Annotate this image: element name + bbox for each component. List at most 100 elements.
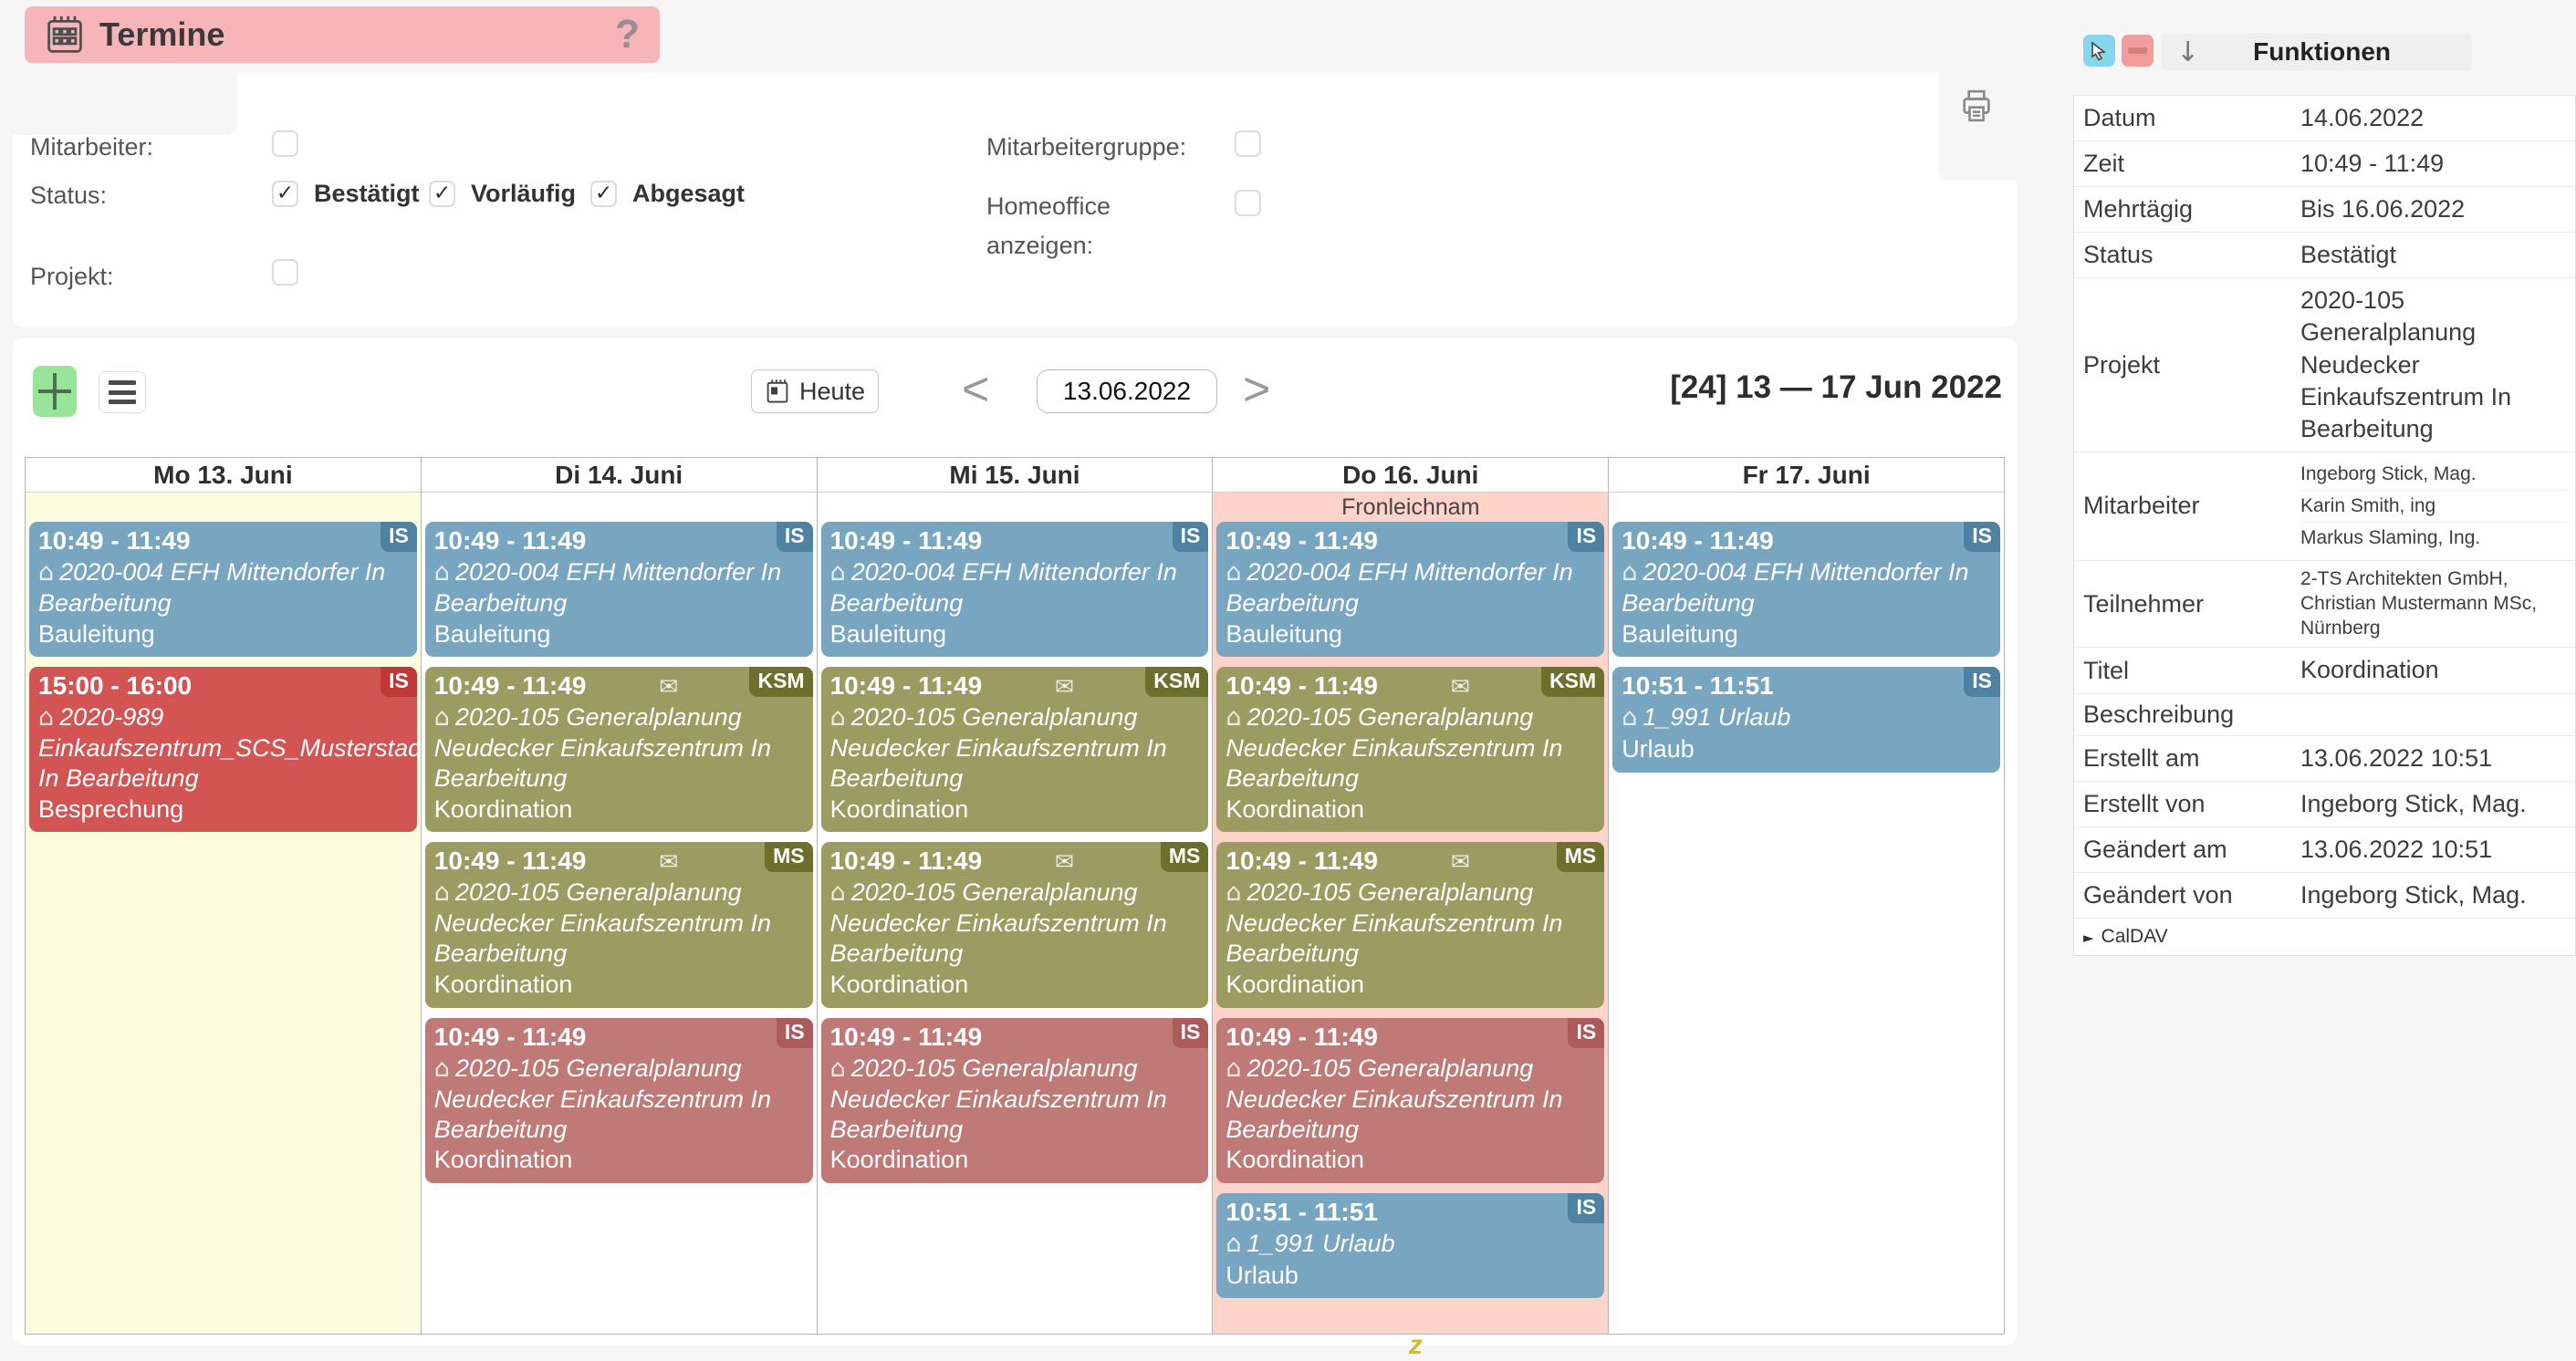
house-icon: ⌂	[433, 558, 450, 587]
envelope-icon: ✉	[659, 848, 679, 876]
event-card[interactable]: IS 10:51 - 11:51✉ ⌂1_991 Urlaub Urlaub	[1216, 1192, 1605, 1299]
event-badge: IS	[1964, 522, 2000, 552]
event-card[interactable]: KSM 10:49 - 11:49 ✉ ⌂ 2020-105 Generalplan…	[424, 667, 813, 833]
event-card[interactable]: KSM 10:49 - 11:49 ✉ ⌂ 2020-105 Generalplan…	[1216, 667, 1605, 833]
day-header-mi[interactable]: Mi 15. Juni	[817, 458, 1213, 493]
event-activity: Urlaub	[1622, 735, 1695, 764]
day-body-mo[interactable]: IS 10:49 - 11:49✉ ⌂2020-004 EFH Mittendo…	[26, 493, 421, 1334]
event-time: 10:49 - 11:49✉	[433, 847, 679, 876]
event-card[interactable]: IS 10:49 - 11:49✉ ⌂2020-004 EFH Mittendo…	[1216, 522, 1605, 658]
event-card[interactable]: IS 10:49 - 11:49✉ ⌂2020-004 EFH Mittendo…	[820, 522, 1209, 658]
next-week-chevron[interactable]: >	[1243, 363, 1271, 416]
event-project: ⌂ 1_991 Urlaub	[1622, 703, 1791, 732]
day-body-di[interactable]: IS 10:49 - 11:49✉ ⌂2020-004 EFH Mittendo…	[421, 493, 817, 1334]
expand-triangle-icon: ►	[2083, 929, 2094, 946]
homeoffice-filter-label-1: Homeoffice	[986, 192, 1111, 220]
event-time: 10:49 - 11:49✉	[1225, 847, 1470, 876]
event-card[interactable]: IS 10:49 - 11:49✉ ⌂2020-004 EFH Mittendo…	[424, 522, 813, 658]
event-project: ⌂ 2020-105 Generalplanung Neudecker Einka…	[1225, 878, 1563, 968]
calendar-panel: Heute < > [24] 13 — 17 Jun 2022 Mo 13. J…	[13, 338, 2017, 1345]
print-icon[interactable]	[1958, 88, 1995, 124]
house-icon: ⌂	[829, 1054, 846, 1083]
event-card[interactable]: IS 10:49 - 11:49✉ ⌂2020-105 Generalplanu…	[820, 1017, 1209, 1183]
caldav-expander[interactable]: ► CalDAV	[2083, 925, 2168, 947]
header-notch	[13, 73, 237, 135]
cursor-icon	[2091, 40, 2106, 61]
detail-row-mehrtaegig: Mehrtägig Bis 16.06.2022	[2074, 187, 2575, 234]
event-card[interactable]: MS 10:49 - 11:49 ✉ ⌂ 2020-105 Generalplanu…	[820, 842, 1209, 1008]
functions-button[interactable]: ↓ Funktionen	[2162, 33, 2472, 71]
status-vorlaeufig-checkbox[interactable]: ✓	[429, 181, 455, 207]
house-icon: ⌂	[433, 703, 450, 732]
house-icon: ⌂	[1225, 703, 1242, 732]
envelope-icon: ✉	[1055, 673, 1075, 701]
event-activity: Koordination	[1225, 1146, 1365, 1174]
mitarbeitergruppe-checkbox[interactable]	[1235, 130, 1261, 157]
day-header-do[interactable]: Do 16. Juni	[1213, 458, 1609, 493]
event-card[interactable]: IS 15:00 - 16:00✉ ⌂2020-989 Einkaufszent…	[29, 667, 421, 833]
event-badge: IS	[381, 667, 417, 698]
mitarbeiter-list: Ingeborg Stick, Mag. Karin Smith, ing Ma…	[2300, 459, 2575, 554]
day-body-fr[interactable]: IS 10:49 - 11:49✉ ⌂2020-004 EFH Mittendo…	[1609, 493, 2004, 1334]
homeoffice-checkbox[interactable]	[1235, 190, 1261, 216]
event-time: 10:49 - 11:49✉	[829, 847, 1075, 876]
day-header-mo[interactable]: Mo 13. Juni	[26, 458, 421, 493]
holiday-band	[26, 493, 421, 522]
event-card[interactable]: IS 10:49 - 11:49✉ ⌂2020-105 Generalplanu…	[1216, 1017, 1605, 1183]
calendar-module-icon	[47, 16, 82, 53]
event-badge: IS	[1568, 1017, 1605, 1048]
day-body-mi[interactable]: IS 10:49 - 11:49✉ ⌂2020-004 EFH Mittendo…	[817, 493, 1213, 1334]
event-time: 15:00 - 16:00✉	[38, 671, 193, 701]
status-abgesagt-checkbox[interactable]: ✓	[590, 181, 617, 207]
day-header-di[interactable]: Di 14. Juni	[421, 458, 817, 493]
event-card[interactable]: IS 10:49 - 11:49✉ ⌂2020-004 EFH Mittendo…	[1612, 522, 2000, 658]
event-activity: Besprechung	[38, 795, 184, 824]
envelope-icon: ✉	[1450, 673, 1470, 701]
detail-row-zeit: Zeit 10:49 - 11:49	[2074, 141, 2575, 188]
remove-button[interactable]	[2122, 35, 2154, 67]
event-project: ⌂ 2020-004 EFH Mittendorfer In Bearbeitun…	[38, 558, 386, 617]
module-header: Termine ?	[25, 6, 660, 63]
filter-panel: Mitarbeiter: Status: ✓ Bestätigt ✓ Vorlä…	[13, 73, 2017, 327]
event-time: 10:49 - 11:49✉	[1225, 1022, 1378, 1051]
detail-row-teilnehmer: Teilnehmer 2-TS Architekten GmbH, Christ…	[2074, 561, 2575, 649]
day-header-fr[interactable]: Fr 17. Juni	[1609, 458, 2004, 493]
event-card[interactable]: IS 10:49 - 11:49✉ ⌂2020-004 EFH Mittendo…	[29, 522, 417, 658]
homeoffice-filter-label-2: anzeigen:	[986, 232, 1094, 259]
status-bestaetigt-checkbox[interactable]: ✓	[272, 181, 298, 207]
checkmark-icon: ✓	[433, 182, 452, 205]
house-icon: ⌂	[829, 703, 846, 732]
event-badge: IS	[1964, 667, 2000, 698]
mitarbeiter-checkbox[interactable]	[272, 130, 298, 157]
event-badge: KSM	[1145, 667, 1209, 698]
minus-icon	[2128, 47, 2147, 54]
select-pointer-button[interactable]	[2083, 35, 2115, 67]
day-column-fr: Fr 17. Juni IS 10:49 - 11:49✉ ⌂2020-004 …	[1609, 458, 2004, 1334]
today-button[interactable]: Heute	[751, 369, 880, 413]
projekt-checkbox[interactable]	[272, 259, 298, 286]
event-project: ⌂ 2020-989 Einkaufszentrum_SCS_Musterstad…	[38, 703, 421, 793]
event-badge: KSM	[1541, 667, 1605, 698]
view-menu-button[interactable]	[99, 371, 146, 413]
event-card[interactable]: IS 10:51 - 11:51✉ ⌂1_991 Urlaub Urlaub	[1612, 667, 2000, 773]
event-badge: IS	[776, 1017, 813, 1048]
projekt-filter-label: Projekt:	[30, 263, 114, 290]
prev-week-chevron[interactable]: <	[962, 363, 990, 416]
add-event-button[interactable]	[33, 366, 77, 417]
help-icon[interactable]: ?	[615, 12, 640, 57]
house-icon: ⌂	[829, 558, 846, 587]
event-activity: Bauleitung	[38, 619, 155, 648]
event-card[interactable]: MS 10:49 - 11:49 ✉ ⌂ 2020-105 Generalplanu…	[1216, 842, 1605, 1008]
event-activity: Bauleitung	[433, 619, 551, 648]
event-card[interactable]: MS 10:49 - 11:49 ✉ ⌂ 2020-105 Generalplanu…	[424, 842, 813, 1008]
event-card[interactable]: IS 10:49 - 11:49✉ ⌂2020-105 Generalplanu…	[424, 1017, 813, 1183]
detail-row-geaendert-von: Geändert von Ingeborg Stick, Mag.	[2074, 873, 2575, 919]
down-arrow-icon: ↓	[2176, 36, 2200, 68]
event-card[interactable]: KSM 10:49 - 11:49 ✉ ⌂ 2020-105 Generalplan…	[820, 667, 1209, 833]
event-time: 10:49 - 11:49✉	[829, 526, 983, 555]
day-body-do[interactable]: Fronleichnam IS 10:49 - 11:49✉ ⌂2020-004…	[1213, 493, 1609, 1334]
event-project: ⌂ 2020-004 EFH Mittendorfer In Bearbeitun…	[829, 558, 1177, 617]
date-input[interactable]	[1037, 369, 1217, 413]
event-activity: Bauleitung	[1225, 619, 1342, 648]
functions-label: Funktionen	[2253, 37, 2391, 66]
